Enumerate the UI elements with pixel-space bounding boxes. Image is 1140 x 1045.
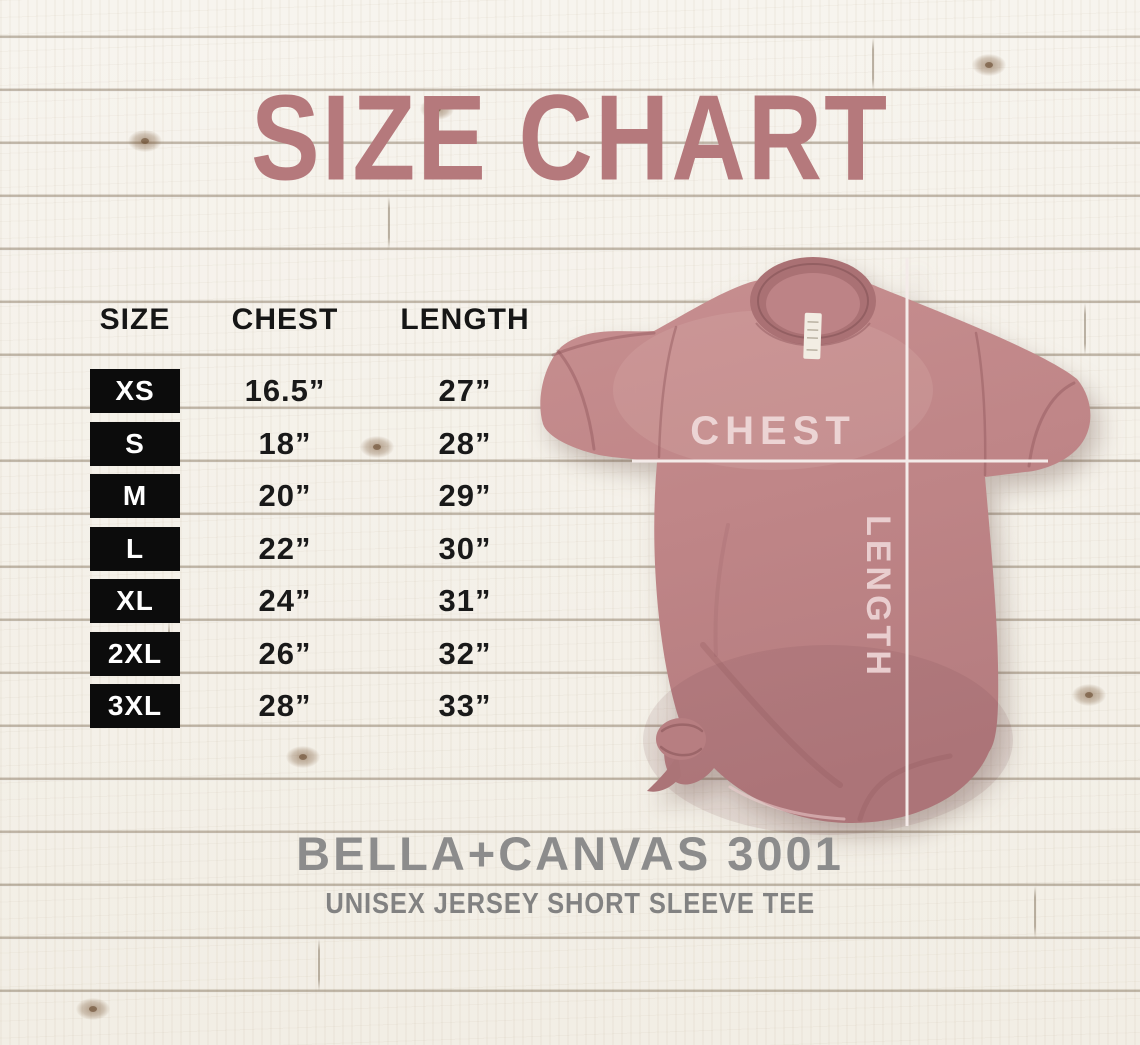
chest-value: 26” (258, 635, 312, 671)
size-badge-m: M (90, 474, 180, 519)
wood-seam (1034, 886, 1036, 938)
column-header-chest: CHEST (231, 303, 339, 336)
wood-knot (972, 54, 1006, 76)
length-value: 28” (438, 425, 492, 461)
collar (750, 257, 876, 347)
size-badge-3xl: 3XL (90, 684, 180, 729)
brand-name: BELLA+CANVAS 3001 (296, 827, 844, 880)
size-badge-xs: XS (90, 369, 180, 414)
table-row: 2XL 26” 32” (80, 628, 550, 681)
chest-value: 24” (258, 583, 312, 619)
length-value: 29” (438, 478, 492, 514)
product-subtitle: UNISEX JERSEY SHORT SLEEVE TEE (325, 888, 815, 920)
wood-knot (76, 998, 110, 1020)
chest-value: 28” (258, 688, 312, 724)
length-value: 31” (438, 583, 492, 619)
wood-seam (318, 939, 320, 991)
product-subtitle-wrap: UNISEX JERSEY SHORT SLEEVE TEE (0, 888, 1140, 921)
length-value: 33” (438, 688, 492, 724)
chest-label: CHEST (690, 409, 856, 453)
wood-knot (420, 98, 454, 120)
column-header-size: SIZE (99, 303, 171, 336)
tshirt-photo: CHEST LENGTH (540, 257, 1091, 835)
table-row: S 18” 28” (80, 418, 550, 471)
table-row: 3XL 28” 33” (80, 680, 550, 733)
fabric-shadow (643, 645, 1013, 835)
chest-value: 18” (258, 425, 312, 461)
length-label: LENGTH (859, 515, 897, 679)
table-row: M 20” 29” (80, 470, 550, 523)
shirt-knot (647, 718, 706, 792)
size-badge-s: S (90, 421, 180, 466)
length-value: 30” (438, 530, 492, 566)
wood-seam (872, 38, 874, 90)
size-badge-2xl: 2XL (90, 631, 180, 676)
wood-seam (388, 197, 390, 249)
chest-value: 20” (258, 478, 312, 514)
table-row: L 22” 30” (80, 523, 550, 576)
fabric-folds (551, 325, 1076, 822)
page-title: SIZE CHART (251, 69, 889, 206)
table-header-row: SIZE CHEST LENGTH (80, 302, 550, 338)
hem-highlight (728, 785, 846, 821)
tshirt-body (540, 277, 1091, 824)
chest-value: 16.5” (244, 373, 326, 409)
wood-knot (128, 130, 162, 152)
size-table: SIZE CHEST LENGTH XS 16.5” 27” S 18” 28”… (80, 302, 550, 733)
size-badge-xl: XL (90, 579, 180, 624)
fabric-highlight (613, 310, 933, 470)
chest-value: 22” (258, 530, 312, 566)
table-row: XL 24” 31” (80, 575, 550, 628)
length-value: 27” (438, 373, 492, 409)
wood-knot (360, 436, 394, 458)
collar-tag (803, 312, 822, 360)
length-value: 32” (438, 635, 492, 671)
wood-seam (1084, 303, 1086, 355)
size-badge-l: L (90, 526, 180, 571)
wood-knot (1072, 684, 1106, 706)
wood-knot (286, 746, 320, 768)
table-row: XS 16.5” 27” (80, 365, 550, 418)
table-body: XS 16.5” 27” S 18” 28” M 20” 29” L 22” 3… (80, 365, 550, 733)
column-header-length: LENGTH (400, 303, 530, 336)
